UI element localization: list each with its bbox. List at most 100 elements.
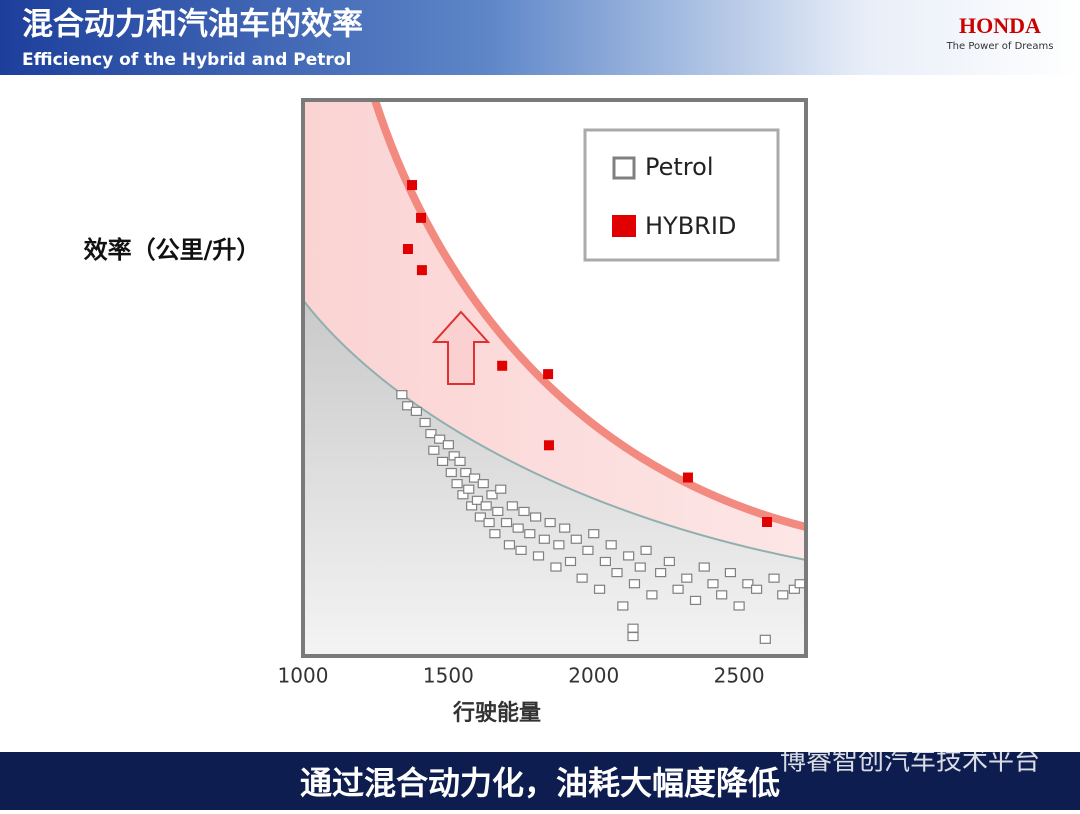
hybrid-point [497, 360, 508, 371]
petrol-point [434, 434, 446, 444]
petrol-point [698, 562, 710, 572]
petrol-point [506, 501, 518, 511]
petrol-point [689, 595, 702, 606]
petrol-point [532, 551, 545, 561]
petrol-point [471, 495, 484, 505]
petrol-point [463, 484, 475, 494]
petrol-point [582, 545, 594, 555]
petrol-point [538, 534, 550, 544]
petrol-point [410, 406, 422, 416]
petrol-point [518, 506, 530, 517]
petrol-point [655, 567, 667, 578]
petrol-point [402, 401, 414, 411]
petrol-point [483, 517, 495, 528]
petrol-point [646, 590, 658, 600]
petrol-point [707, 579, 719, 589]
petrol-point [628, 579, 641, 589]
petrol-point [593, 584, 606, 594]
petrol-point [436, 456, 449, 466]
x-ticks: 1000 1500 2000 2500 [278, 664, 765, 688]
petrol-point [530, 512, 542, 522]
petrol-point [445, 467, 457, 478]
petrol-point [768, 573, 780, 583]
petrol-point [512, 523, 524, 533]
legend-box [583, 128, 780, 262]
plot-frame [301, 98, 808, 658]
petrol-point [750, 584, 763, 594]
petrol-point [681, 573, 693, 583]
hybrid-point [416, 265, 427, 276]
petrol-point [623, 551, 635, 561]
petrol-point [564, 556, 577, 567]
petrol-point [611, 567, 623, 578]
petrol-point [588, 529, 600, 539]
petrol-point [634, 562, 646, 572]
marks [396, 180, 806, 644]
petrol-point [627, 631, 639, 642]
petrol-point [788, 584, 800, 594]
petrol-point [544, 517, 556, 528]
hybrid-point [543, 440, 554, 451]
petrol-point [742, 579, 754, 589]
petrol-point [492, 506, 504, 517]
petrol-point [663, 556, 675, 567]
petrol-point [500, 517, 513, 528]
petrol-point [477, 479, 489, 489]
petrol-point [428, 445, 440, 455]
petrol-point [419, 417, 431, 428]
petrol-point [672, 584, 684, 594]
petrol-point [794, 579, 806, 589]
petrol-point [480, 501, 492, 511]
petrol-point [451, 479, 463, 489]
x-tick-label: 1000 [278, 664, 329, 688]
x-tick-label: 2500 [714, 664, 765, 688]
footer-caption: 通过混合动力化，油耗大幅度降低 [300, 764, 780, 802]
petrol-boundary [302, 299, 807, 561]
slide-subtitle: Efficiency of the Hybrid and Petrol [22, 50, 351, 70]
petrol-point [617, 601, 629, 611]
petrol-point [454, 456, 466, 466]
petrol-point [489, 529, 501, 539]
petrol-point [515, 545, 527, 555]
hybrid-point [407, 180, 418, 191]
y-axis-label: 效率（公里/升） [84, 236, 261, 264]
petrol-point [716, 590, 728, 600]
petrol-point [495, 484, 507, 494]
petrol-point [627, 623, 639, 633]
footer-band [0, 752, 1080, 810]
hybrid-point [416, 212, 427, 223]
x-tick-label: 2000 [568, 664, 619, 688]
brand-slogan: The Power of Dreams [946, 41, 1054, 52]
petrol-point [460, 467, 472, 478]
petrol-point [466, 501, 478, 511]
petrol-point [553, 540, 565, 550]
petrol-point [396, 390, 408, 400]
petrol-point [559, 523, 571, 533]
hybrid-point [402, 244, 413, 255]
hybrid-point [543, 369, 554, 380]
brand-logo: HONDA [959, 13, 1041, 38]
hybrid-point [682, 472, 693, 483]
petrol-point [474, 512, 486, 522]
x-tick-label: 1500 [423, 664, 474, 688]
petrol-area [303, 300, 806, 656]
petrol-point [777, 590, 789, 600]
petrol-point [448, 451, 460, 461]
header-band [0, 0, 1080, 75]
petrol-point [550, 562, 562, 572]
petrol-point [457, 490, 469, 500]
petrol-point [468, 473, 481, 483]
legend-label: Petrol [645, 153, 713, 181]
slide-title: 混合动力和汽油车的效率 [22, 7, 363, 43]
petrol-point [605, 540, 617, 550]
x-axis-label: 行驶能量 [452, 700, 541, 726]
petrol-point [724, 567, 737, 578]
petrol-point [599, 556, 611, 567]
legend-swatch [612, 215, 636, 237]
plot-background [302, 98, 807, 656]
petrol-point [733, 601, 745, 611]
improvement-arrow [431, 310, 491, 385]
petrol-point [442, 440, 454, 450]
